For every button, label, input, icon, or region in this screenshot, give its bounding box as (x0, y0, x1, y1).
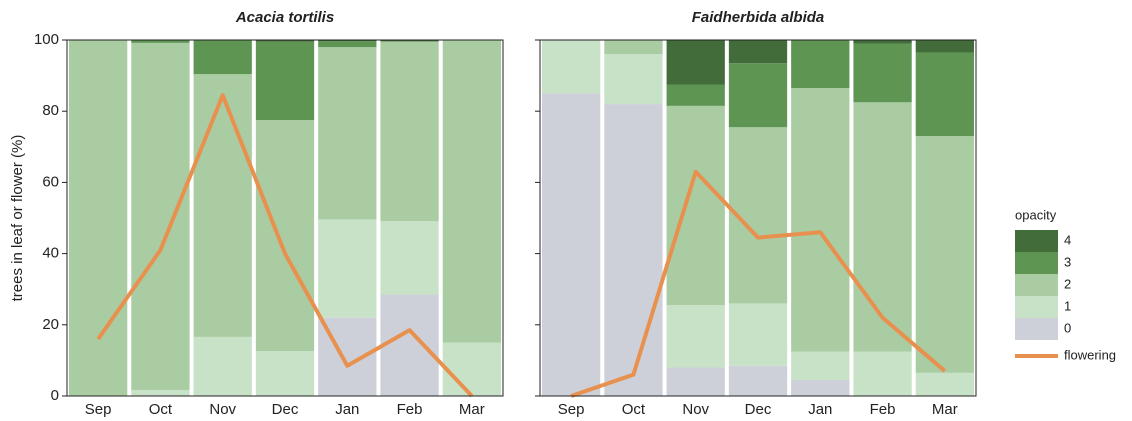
x-tick-label: Jan (335, 401, 359, 418)
bar-segment (542, 40, 601, 94)
bar-segment (666, 367, 725, 396)
bar-segment (853, 43, 912, 103)
x-tick-label: Dec (272, 401, 299, 418)
legend-swatch (1015, 318, 1058, 340)
legend-label: flowering (1064, 347, 1116, 362)
legend-swatch (1015, 296, 1058, 318)
bar-segment (442, 40, 501, 343)
x-tick-label: Oct (149, 401, 173, 418)
y-tick-label: 80 (42, 102, 59, 119)
legend-swatch (1015, 274, 1058, 296)
bar-segment (666, 40, 725, 85)
x-tick-label: Oct (622, 401, 646, 418)
bar-segment (193, 74, 252, 337)
bar-segment (604, 54, 663, 105)
bar-segment (666, 84, 725, 106)
y-tick-label: 0 (51, 387, 59, 404)
legend-title: opacity (1015, 207, 1057, 222)
bar-segment (131, 389, 190, 396)
bar-segment (728, 40, 788, 64)
y-tick-label: 40 (42, 245, 59, 262)
plot-frame (539, 39, 977, 397)
bar-segment (255, 41, 315, 121)
bar-segment (318, 41, 377, 48)
flowering-line (570, 169, 947, 398)
bar-segment (853, 351, 912, 396)
bar-segment (915, 40, 974, 53)
x-tick-label: Dec (745, 401, 772, 418)
bar-segment (666, 305, 725, 368)
bar-segment (380, 294, 439, 396)
plot-frame (66, 39, 504, 397)
bar-segment (131, 40, 190, 43)
panel-title: Faidherbida albida (692, 9, 825, 26)
bar-segment (193, 40, 252, 75)
x-tick-label: Jan (808, 401, 832, 418)
bar-segment (666, 105, 725, 306)
x-tick-label: Feb (397, 401, 423, 418)
y-tick-label: 20 (42, 316, 59, 333)
legend-swatch (1015, 252, 1058, 274)
x-tick-label: Feb (870, 401, 896, 418)
bar-segment (318, 47, 377, 220)
bar-segment (728, 63, 788, 128)
bar-segment (380, 41, 439, 222)
bar-segment (318, 219, 377, 318)
legend-label: 0 (1064, 320, 1071, 335)
bar-segment (791, 351, 850, 380)
bar-segment (791, 40, 850, 89)
y-axis-label: trees in leaf or flower (%) (9, 135, 26, 302)
bar-segment (69, 40, 128, 396)
y-tick-label: 60 (42, 173, 59, 190)
x-tick-label: Nov (682, 401, 709, 418)
bar-segment (915, 372, 974, 396)
bar-segment (604, 40, 663, 55)
bar-segment (193, 336, 252, 396)
legend-label: 4 (1064, 232, 1071, 247)
legend-label: 3 (1064, 254, 1071, 269)
x-tick-label: Nov (209, 401, 236, 418)
legend-label: 1 (1064, 298, 1071, 313)
y-tick-label: 100 (34, 31, 59, 48)
bar-segment (380, 221, 439, 295)
bar-segment (442, 342, 501, 396)
bar-segment (131, 42, 190, 390)
bar-segment (728, 303, 788, 366)
x-tick-label: Sep (558, 401, 585, 418)
bar-segment (728, 365, 788, 396)
bar-segment (380, 40, 439, 42)
bar-segment (604, 104, 663, 396)
panel-title: Acacia tortilis (235, 9, 334, 26)
bar-segment (853, 102, 912, 352)
legend-label: 2 (1064, 276, 1071, 291)
bar-segment (255, 120, 315, 352)
legend-swatch (1015, 230, 1058, 252)
bar-segment (791, 88, 850, 352)
bar-segment (318, 40, 377, 42)
bar-segment (255, 40, 315, 42)
x-tick-label: Mar (459, 401, 485, 418)
bar-segment (255, 351, 315, 396)
bar-segment (853, 40, 912, 44)
bar-segment (542, 93, 601, 397)
bar-segment (915, 52, 974, 137)
flowering-line (96, 93, 474, 398)
x-tick-label: Mar (932, 401, 958, 418)
x-tick-label: Sep (85, 401, 112, 418)
bar-segment (915, 136, 974, 373)
bar-segment (791, 379, 850, 396)
